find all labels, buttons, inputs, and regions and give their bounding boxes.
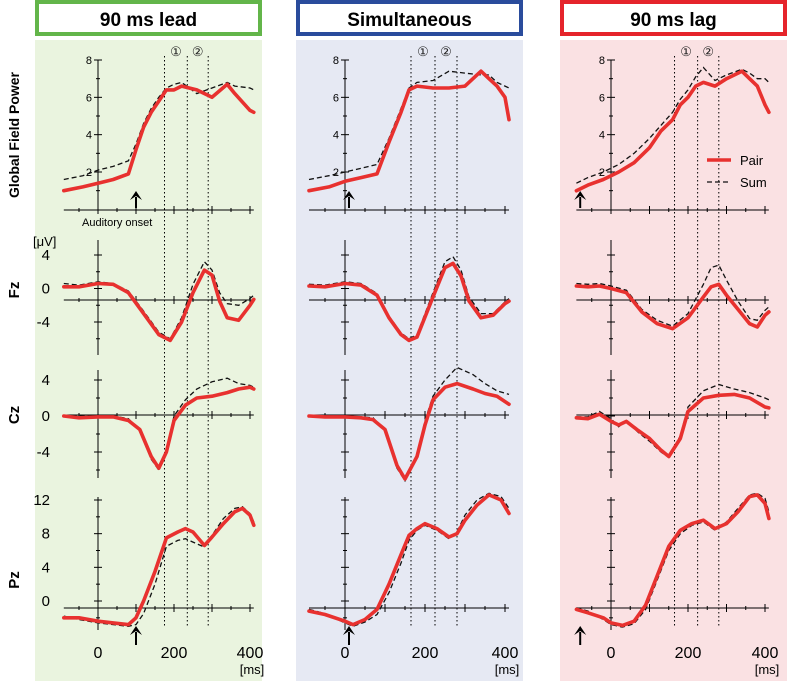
x-tick-label: 200 <box>161 645 188 662</box>
row-0-plot: 2 4 6 8 <box>307 55 511 214</box>
panel-title-frame <box>35 0 262 36</box>
onset-arrow-head <box>130 191 142 200</box>
window-marker-2: ② <box>192 44 204 59</box>
x-tick-label: 0 <box>94 645 103 662</box>
onset-arrow-head <box>343 626 355 635</box>
y-tick-label: 6 <box>333 92 339 104</box>
series-sum-line <box>576 383 770 459</box>
left-y-tick-label: 12 <box>33 492 50 509</box>
panel-background <box>35 40 262 681</box>
y-tick-label: 8 <box>333 55 339 67</box>
row-3-plot <box>307 492 511 630</box>
x-tick-label: 400 <box>237 645 264 662</box>
series-pair-line <box>61 506 256 627</box>
legend: Pair Sum <box>707 153 767 190</box>
panel-title-frame <box>296 0 523 36</box>
y-tick-label: 4 <box>86 130 92 142</box>
row-1-plot <box>574 240 771 355</box>
series-pair-line <box>574 493 771 628</box>
y-tick-label: 6 <box>599 92 605 104</box>
row-1-plot <box>307 240 511 355</box>
y-tick-label: 2 <box>333 167 339 179</box>
window-marker-1: ① <box>170 44 182 59</box>
left-y-tick-label: 4 <box>42 247 50 264</box>
series-sum-line <box>308 70 510 181</box>
window-marker-2: ② <box>702 44 714 59</box>
onset-arrow-head <box>574 191 587 200</box>
x-tick-label: 0 <box>607 645 616 662</box>
row-1-plot <box>61 240 256 355</box>
y-tick-label: 8 <box>86 55 92 67</box>
series-pair-line <box>307 493 511 627</box>
series-sum-line <box>576 492 770 628</box>
onset-arrow-head <box>130 626 142 635</box>
y-tick-label: 4 <box>333 130 339 142</box>
row-label-2: Cz <box>6 406 23 424</box>
row-label-0: Global Field Power <box>6 71 22 198</box>
row-2-plot <box>307 366 511 483</box>
legend-label-sum: Sum <box>740 175 767 190</box>
row-3-plot <box>61 497 256 630</box>
row-label-1: Fz <box>6 282 23 299</box>
left-y-tick-label: 0 <box>42 408 50 425</box>
panel-background <box>296 40 523 681</box>
series-sum-line <box>576 264 770 327</box>
series-pair-line <box>574 392 771 459</box>
row-3-plot <box>574 492 771 630</box>
series-pair-line <box>61 385 256 471</box>
y-tick-label: 8 <box>599 55 605 67</box>
x-tick-label: 200 <box>412 645 439 662</box>
left-y-tick-label: -4 <box>37 444 50 461</box>
window-marker-2: ② <box>440 44 452 59</box>
onset-arrow-head <box>343 191 355 200</box>
auditory-onset-label: Auditory onset <box>82 217 152 229</box>
x-unit-label: [ms] <box>755 662 780 677</box>
left-y-tick-label: 4 <box>42 559 50 576</box>
panel-simultaneous: Simultaneous ① ② 2 4 6 8 0 200 400[ms] <box>296 0 523 681</box>
window-marker-1: ① <box>417 44 429 59</box>
series-sum-line <box>576 66 770 184</box>
left-y-tick-label: 0 <box>42 593 50 610</box>
series-pair-line <box>307 381 511 481</box>
left-y-tick-label: 4 <box>42 372 50 389</box>
legend-label-pair: Pair <box>740 153 764 168</box>
panel-title: 90 ms lead <box>100 10 197 31</box>
series-pair-line <box>307 69 511 193</box>
panel-title-frame <box>560 0 787 36</box>
x-tick-label: 200 <box>675 645 702 662</box>
series-pair-line <box>574 282 771 331</box>
onset-arrow-head <box>574 626 587 635</box>
row-2-plot <box>61 370 256 478</box>
row-2-plot <box>574 370 771 478</box>
panel-title: 90 ms lag <box>630 10 717 31</box>
series-pair-line <box>574 69 771 193</box>
window-marker-1: ① <box>680 44 692 59</box>
series-pair-line <box>307 261 511 343</box>
panel-background <box>560 40 787 681</box>
series-pair-line <box>61 82 256 193</box>
panel-title: Simultaneous <box>347 10 472 31</box>
left-y-tick-label: 8 <box>42 526 50 543</box>
x-tick-label: 400 <box>752 645 779 662</box>
y-tick-label: 6 <box>86 92 92 104</box>
row-label-3: Pz <box>6 571 23 589</box>
y-tick-label: 4 <box>599 130 605 142</box>
x-unit-label: [ms] <box>495 662 520 677</box>
left-y-tick-label: 0 <box>42 281 50 298</box>
left-y-tick-label: -4 <box>37 314 50 331</box>
x-tick-label: 400 <box>492 645 519 662</box>
series-pair-line <box>61 268 256 343</box>
x-tick-label: 0 <box>341 645 350 662</box>
x-unit-label: [ms] <box>240 662 265 677</box>
unit-label: [μV] <box>33 234 56 249</box>
